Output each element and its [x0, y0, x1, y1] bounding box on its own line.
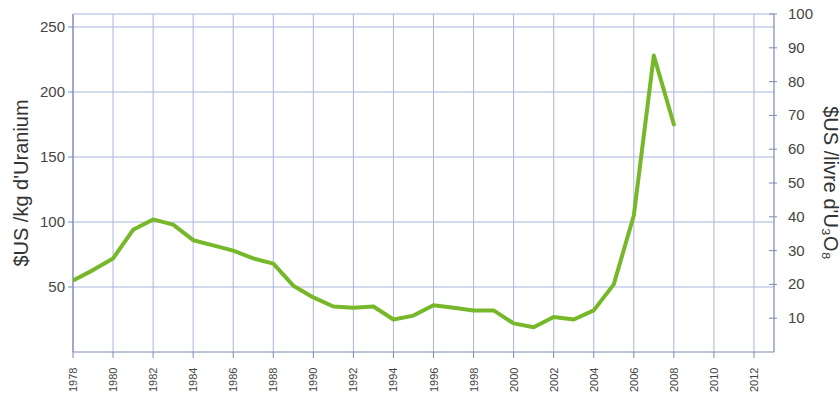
- x-tick: [73, 352, 74, 358]
- grid-line: [353, 14, 354, 352]
- x-tick: [353, 352, 354, 358]
- grid-line: [553, 14, 554, 352]
- x-tick-label: 2008: [668, 368, 680, 392]
- x-tick: [713, 352, 714, 358]
- y-axis-label: $US /kg d'Uranium: [10, 99, 32, 266]
- grid-line: [593, 14, 594, 352]
- plot-area: [73, 56, 674, 328]
- y2-tick-label: 90: [788, 39, 805, 56]
- y-tick: [68, 92, 73, 93]
- y2-tick-label: 40: [788, 208, 805, 225]
- x-tick-label: 1996: [428, 368, 440, 392]
- y-tick: [68, 157, 73, 158]
- grid-line: [73, 27, 774, 28]
- x-tick-label: 2002: [548, 368, 560, 392]
- y2-tick-label: 10: [788, 309, 805, 326]
- grid-line: [233, 14, 234, 352]
- x-tick: [633, 352, 634, 358]
- y2-tick: [769, 81, 777, 82]
- y2-tick-label: 30: [788, 242, 805, 259]
- grid-line: [513, 14, 514, 352]
- y-tick-label: 250: [40, 18, 65, 35]
- x-tick-label: 1994: [387, 368, 399, 392]
- frame-top: [73, 14, 774, 15]
- grid-line: [73, 222, 774, 223]
- grid-line: [753, 14, 754, 352]
- x-tick: [233, 352, 234, 358]
- x-tick: [753, 352, 754, 358]
- x-tick-label: 2004: [588, 368, 600, 392]
- grid-line: [673, 14, 674, 352]
- grid-line: [273, 14, 274, 352]
- x-tick: [313, 352, 314, 358]
- x-tick-label: 1978: [67, 368, 79, 392]
- y2-tick: [769, 14, 777, 15]
- y2-tick-label: 80: [788, 73, 805, 90]
- y2-tick-label: 50: [788, 174, 805, 191]
- x-tick-label: 1992: [347, 368, 359, 392]
- y2-tick-label: 100: [788, 5, 813, 22]
- x-tick: [393, 352, 394, 358]
- x-tick-label: 1984: [187, 368, 199, 392]
- x-tick: [513, 352, 514, 358]
- x-tick: [433, 352, 434, 358]
- y2-tick: [769, 149, 777, 150]
- grid-line: [393, 14, 394, 352]
- y2-tick: [769, 115, 777, 116]
- x-tick-label: 2012: [748, 368, 760, 392]
- series-line: [73, 56, 674, 328]
- grid-line: [473, 14, 474, 352]
- x-tick: [673, 352, 674, 358]
- y-tick-label: 50: [48, 278, 65, 295]
- y2-tick: [769, 183, 777, 184]
- y-tick: [68, 27, 73, 28]
- grid-line: [73, 14, 74, 352]
- x-tick-label: 1980: [107, 368, 119, 392]
- grid-line: [433, 14, 434, 352]
- y-tick-label: 150: [40, 148, 65, 165]
- grid-line: [713, 14, 714, 352]
- x-tick: [273, 352, 274, 358]
- y-tick: [68, 287, 73, 288]
- x-tick-label: 1982: [147, 368, 159, 392]
- grid-line: [73, 287, 774, 288]
- x-tick: [193, 352, 194, 358]
- x-axis: [73, 351, 774, 352]
- grid-line: [313, 14, 314, 352]
- grid-line: [113, 14, 114, 352]
- y-axis: [72, 14, 73, 352]
- y2-tick: [769, 318, 777, 319]
- x-tick-label: 2006: [628, 368, 640, 392]
- grid-line: [193, 14, 194, 352]
- x-tick-label: 2010: [708, 368, 720, 392]
- y-tick-label: 200: [40, 83, 65, 100]
- x-tick: [113, 352, 114, 358]
- y-tick-label: 100: [40, 213, 65, 230]
- y2-tick: [769, 216, 777, 217]
- y2-tick-label: 60: [788, 140, 805, 157]
- x-tick-label: 1998: [468, 368, 480, 392]
- x-tick-label: 1988: [267, 368, 279, 392]
- x-tick: [473, 352, 474, 358]
- x-tick-label: 1986: [227, 368, 239, 392]
- y2-tick: [769, 250, 777, 251]
- grid-line: [73, 157, 774, 158]
- grid-line: [153, 14, 154, 352]
- x-tick-label: 2000: [508, 368, 520, 392]
- grid-line: [633, 14, 634, 352]
- y2-tick-label: 70: [788, 106, 805, 123]
- x-tick: [553, 352, 554, 358]
- y2-axis-label: $US /livre d'U₃O₈: [820, 106, 840, 260]
- y2-tick-label: 20: [788, 275, 805, 292]
- x-tick-label: 1990: [307, 368, 319, 392]
- y-tick: [68, 222, 73, 223]
- y2-tick: [769, 47, 777, 48]
- y2-tick: [769, 284, 777, 285]
- grid-line: [73, 92, 774, 93]
- chart: 50 100 150 200 250 10 20 30 40 50 60 70 80 90 100 1978 1…: [0, 0, 840, 396]
- x-tick: [593, 352, 594, 358]
- x-tick: [153, 352, 154, 358]
